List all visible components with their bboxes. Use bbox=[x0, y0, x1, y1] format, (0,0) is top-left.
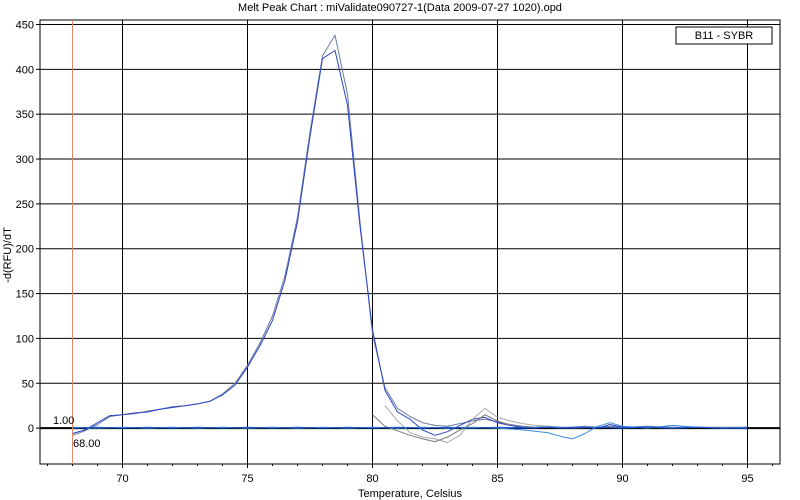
y-tick-label-350: 350 bbox=[16, 109, 34, 121]
y-tick-label-250: 250 bbox=[16, 199, 34, 211]
plot-area bbox=[39, 19, 781, 465]
chart-title: Melt Peak Chart : miValidate090727-1(Dat… bbox=[238, 2, 562, 14]
x-tick-label-75: 75 bbox=[241, 473, 253, 485]
legend-box bbox=[675, 26, 773, 45]
legend-label-b11-sybr: B11 - SYBR bbox=[695, 30, 754, 42]
y-tick-label-450: 450 bbox=[16, 19, 34, 31]
grid bbox=[40, 20, 780, 464]
melt-curve-6 bbox=[72, 426, 748, 429]
series-group bbox=[72, 34, 748, 443]
cursor-temperature-label: 68.00 bbox=[73, 438, 101, 450]
x-axis-title: Temperature, Celsius bbox=[358, 488, 462, 500]
y-tick-label-400: 400 bbox=[16, 64, 34, 76]
x-tick-label-80: 80 bbox=[366, 473, 378, 485]
y-tick-label-200: 200 bbox=[16, 244, 34, 256]
x-tick-label-95: 95 bbox=[741, 473, 753, 485]
y-tick-label-100: 100 bbox=[16, 333, 34, 345]
x-tick-label-70: 70 bbox=[116, 473, 128, 485]
y-tick-label-0: 0 bbox=[28, 423, 34, 435]
x-tick-label-90: 90 bbox=[616, 473, 628, 485]
y-tick-label-150: 150 bbox=[16, 289, 34, 301]
x-tick-label-85: 85 bbox=[491, 473, 503, 485]
melt-curve-4 bbox=[372, 414, 511, 443]
threshold-label: 1.00 bbox=[53, 415, 74, 427]
melt-curve-5 bbox=[72, 422, 748, 440]
legend: B11 - SYBR bbox=[675, 26, 773, 45]
y-axis-title: -d(RFU)/dT bbox=[2, 227, 14, 283]
y-tick-label-300: 300 bbox=[16, 154, 34, 166]
melt-curve-2 bbox=[72, 50, 748, 436]
y-tick-label-50: 50 bbox=[22, 378, 34, 390]
